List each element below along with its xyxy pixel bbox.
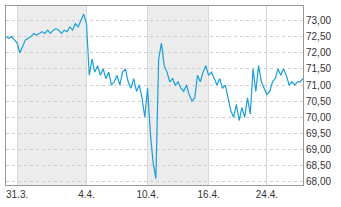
svg-text:31.3.: 31.3. — [6, 189, 28, 200]
svg-text:70,50: 70,50 — [306, 96, 331, 107]
svg-text:70,00: 70,00 — [306, 112, 331, 123]
svg-text:68,00: 68,00 — [306, 176, 331, 187]
svg-text:16.4.: 16.4. — [198, 189, 220, 200]
svg-text:69,00: 69,00 — [306, 144, 331, 155]
svg-text:72,50: 72,50 — [306, 31, 331, 42]
svg-text:24.4.: 24.4. — [256, 189, 278, 200]
svg-text:71,50: 71,50 — [306, 63, 331, 74]
svg-text:71,00: 71,00 — [306, 80, 331, 91]
svg-text:69,50: 69,50 — [306, 128, 331, 139]
svg-text:72,00: 72,00 — [306, 47, 331, 58]
svg-text:68,50: 68,50 — [306, 160, 331, 171]
svg-text:4.4.: 4.4. — [78, 189, 95, 200]
svg-text:73,00: 73,00 — [306, 15, 331, 26]
svg-text:10.4.: 10.4. — [136, 189, 158, 200]
